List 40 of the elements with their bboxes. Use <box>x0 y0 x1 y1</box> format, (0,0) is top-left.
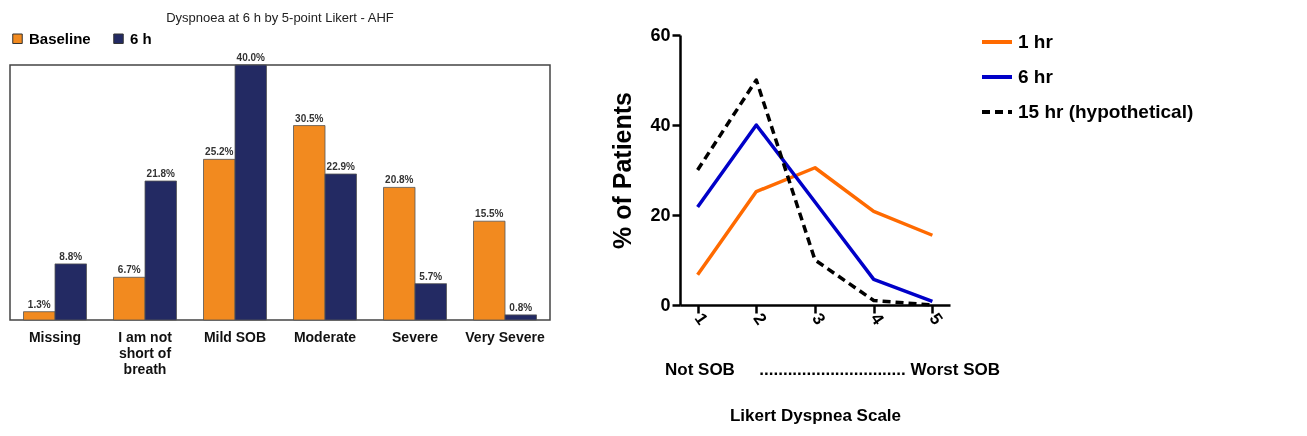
data-label: 25.2% <box>205 146 234 158</box>
text: Not SOB <box>665 360 735 379</box>
x-tick-label: Missing <box>28 328 82 345</box>
x-tick-label: Mild SOB <box>203 328 267 345</box>
x-tick-label: Very Severe <box>465 328 545 345</box>
legend-label: 6 hr <box>1018 66 1054 87</box>
data-label: 15.5% <box>475 208 504 220</box>
line-series <box>695 123 935 304</box>
y-tick-label: 0 <box>660 294 671 315</box>
x-tick-label: 4 <box>866 309 889 329</box>
legend-label: 6 h <box>130 29 152 47</box>
y-tick-label: 20 <box>650 204 671 225</box>
data-label: 6.7% <box>117 264 141 276</box>
data-label: 1.3% <box>27 298 51 310</box>
x-tick-label: I am not short of breath <box>118 328 173 377</box>
data-label: 20.8% <box>385 174 414 186</box>
x-tick-label: 1 <box>690 309 712 329</box>
text: ............................... <box>759 360 906 379</box>
data-label: 21.8% <box>146 168 176 180</box>
legend-label: Baseline <box>29 29 91 47</box>
data-label: 5.7% <box>419 270 443 282</box>
chart-title: Dyspnoea at 6 h by 5-point Likert - AHF <box>166 10 394 25</box>
x-tick-label: 2 <box>749 309 771 329</box>
x-tick-label: Severe <box>392 328 439 345</box>
x-tick-label: 5 <box>925 309 947 329</box>
data-label: 22.9% <box>326 161 356 173</box>
legend-label: 1 hr <box>1018 31 1054 52</box>
y-tick-label: 40 <box>650 114 671 135</box>
text: Worst SOB <box>910 360 1000 379</box>
legend-label: 15 hr (hypothetical) <box>1018 101 1194 122</box>
x-axis-title: Likert Dyspnea Scale <box>729 405 902 425</box>
x-tick-label: Moderate <box>293 328 357 345</box>
data-label: 40.0% <box>236 52 266 63</box>
y-axis-title: % of Patients <box>608 92 637 249</box>
data-label: 8.8% <box>59 250 83 262</box>
data-label: 30.5% <box>295 112 324 124</box>
x-tick-label: 3 <box>808 309 830 329</box>
y-tick-label: 60 <box>650 24 671 45</box>
data-label: 0.8% <box>509 301 533 313</box>
line-series <box>695 166 935 277</box>
